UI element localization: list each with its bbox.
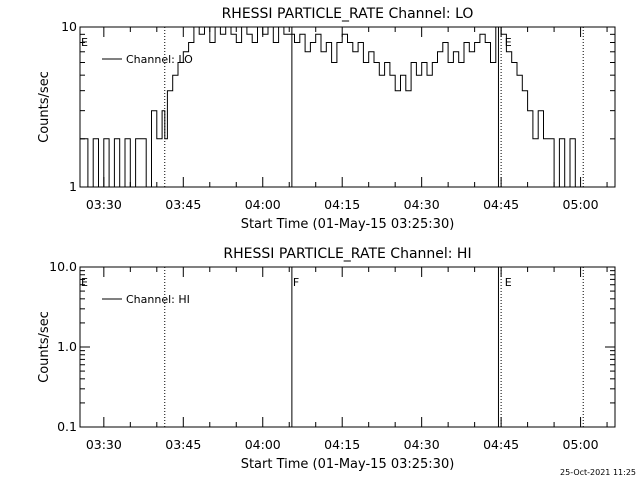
flag-label: E bbox=[81, 36, 88, 49]
flag-label: E bbox=[505, 276, 512, 289]
chart-title: RHESSI PARTICLE_RATE Channel: HI bbox=[223, 246, 471, 262]
x-tick-label: 03:30 bbox=[86, 437, 122, 452]
x-tick-label: 03:30 bbox=[86, 197, 122, 212]
y-tick-label: 10.0 bbox=[49, 259, 77, 274]
x-tick-label: 04:45 bbox=[483, 197, 519, 212]
x-tick-label: 03:45 bbox=[165, 197, 201, 212]
x-tick-label: 04:30 bbox=[404, 437, 440, 452]
flag-label: F bbox=[293, 276, 299, 289]
x-tick-label: 05:00 bbox=[563, 437, 599, 452]
x-tick-label: 04:30 bbox=[404, 197, 440, 212]
y-tick-label: 10 bbox=[61, 19, 77, 34]
x-tick-label: 04:15 bbox=[324, 437, 360, 452]
x-tick-label: 05:00 bbox=[563, 197, 599, 212]
flag-label: E bbox=[81, 276, 88, 289]
flag-label: E bbox=[505, 36, 512, 49]
y-axis-label: Counts/sec bbox=[37, 71, 52, 143]
x-tick-label: 04:15 bbox=[324, 197, 360, 212]
x-axis-label: Start Time (01-May-15 03:25:30) bbox=[241, 457, 455, 472]
plot-frame bbox=[79, 26, 616, 188]
x-axis-label: Start Time (01-May-15 03:25:30) bbox=[241, 217, 455, 232]
y-tick-label: 1.0 bbox=[57, 339, 77, 354]
plot-frame bbox=[79, 266, 616, 428]
y-tick-label: 1 bbox=[69, 179, 77, 194]
x-tick-label: 04:00 bbox=[245, 437, 281, 452]
y-axis-label: Counts/sec bbox=[37, 311, 52, 383]
generation-timestamp: 25-Oct-2021 11:25 bbox=[560, 468, 636, 477]
legend-label: Channel: HI bbox=[126, 293, 190, 306]
x-tick-label: 03:45 bbox=[165, 437, 201, 452]
legend-label: Channel: LO bbox=[126, 53, 193, 66]
x-tick-label: 04:45 bbox=[483, 437, 519, 452]
y-tick-label: 0.1 bbox=[57, 419, 77, 434]
chart-title: RHESSI PARTICLE_RATE Channel: LO bbox=[222, 6, 474, 22]
x-tick-label: 04:00 bbox=[245, 197, 281, 212]
series-line bbox=[80, 26, 581, 188]
